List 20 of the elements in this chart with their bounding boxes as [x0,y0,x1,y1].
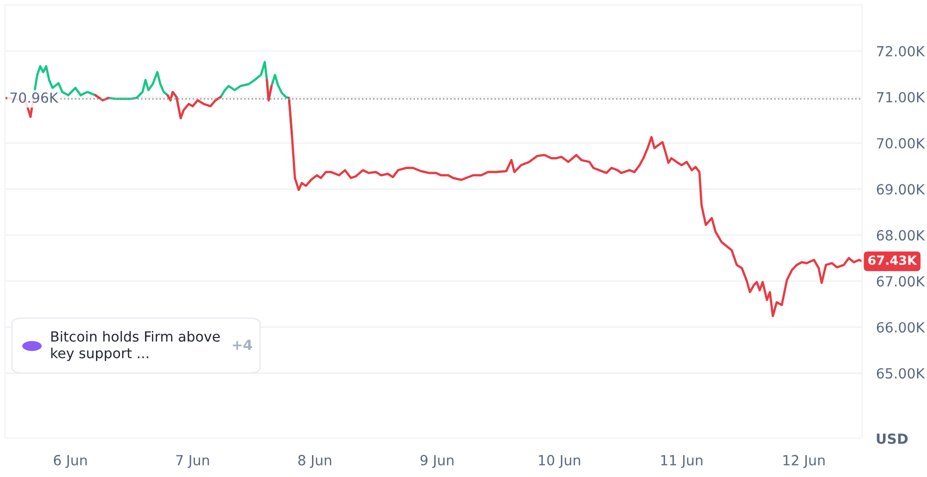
annotation: +4 [232,340,252,350]
y-tick-label: 70.00K [877,138,926,149]
y-tick-label: 69.00K [876,184,926,195]
ref-line-label: 70.96K [10,92,58,103]
annotation: Bitcoin holds Firm above key support ... [51,330,220,362]
x-tick-label: 10 Jun [538,454,580,468]
x-tick-label: 6 Jun [54,454,87,468]
y-tick-label: 68.00K [876,230,926,241]
x-tick-label: 7 Jun [176,455,209,468]
x-tick-label: 11 Jun [661,455,702,468]
y-tick-label: 67.00K [876,276,926,287]
annotation: 67.43K [868,255,918,265]
y-tick-label: 65.00K [876,368,926,379]
y-tick-label: 71.00K [877,92,926,103]
x-tick-label: 8 Jun [298,454,332,468]
y-tick-label: 72.00K [877,46,926,56]
x-tick-label: 12 Jun [783,454,825,468]
y-tick-label: 66.00K [876,322,926,333]
x-tick-label: 9 Jun [420,454,454,468]
y-axis-title: USD [876,433,908,444]
